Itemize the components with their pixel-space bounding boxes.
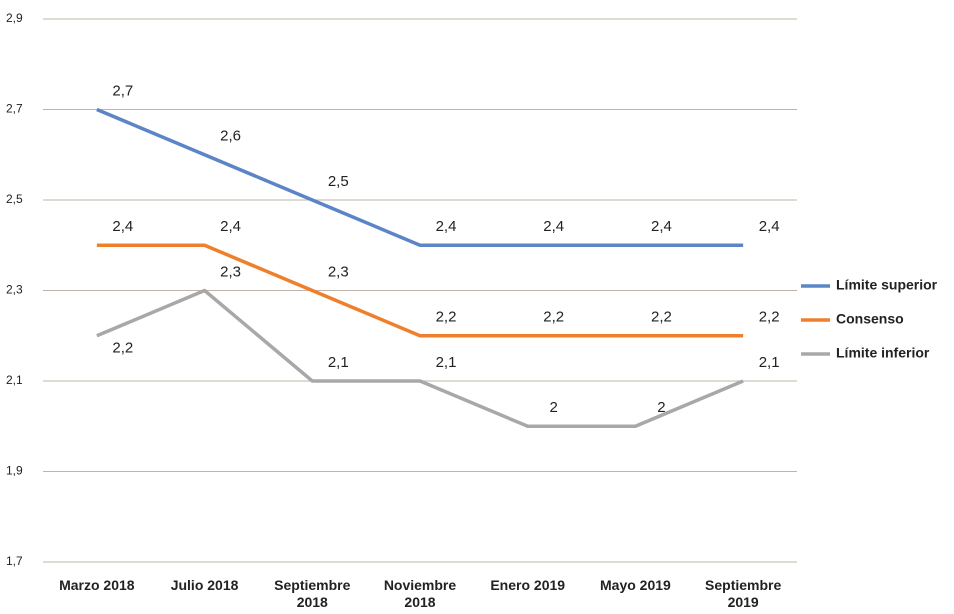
x-tick-label: Septiembre 2018	[274, 577, 351, 610]
legend-label: Límite inferior	[836, 345, 930, 361]
data-label: 2,4	[220, 218, 241, 235]
data-label: 2,2	[543, 309, 564, 326]
data-label: 2,4	[436, 218, 457, 235]
data-label: 2,4	[543, 218, 564, 235]
y-tick-label: 1,9	[6, 464, 23, 478]
y-tick-label: 2,9	[6, 11, 23, 25]
y-tick-label: 2,5	[6, 192, 23, 206]
data-label: 2,1	[436, 354, 457, 371]
x-tick-label: Noviembre 2018	[383, 577, 457, 610]
legend-label: Consenso	[836, 311, 904, 327]
x-tick-label: Julio 2018	[170, 577, 239, 593]
data-label: 2	[550, 399, 558, 416]
data-label: 2	[657, 399, 665, 416]
series-line	[96, 288, 744, 428]
x-tick-label: Mayo 2019	[600, 577, 671, 593]
data-label: 2,2	[651, 309, 672, 326]
y-tick-label: 2,7	[6, 102, 23, 116]
data-label: 2,4	[759, 218, 780, 235]
y-tick-label: 2,3	[6, 283, 23, 297]
data-label: 2,6	[220, 128, 241, 145]
y-tick-label: 2,1	[6, 373, 23, 387]
data-label: 2,4	[651, 218, 672, 235]
x-tick-label: Enero 2019	[490, 577, 566, 593]
data-label: 2,4	[112, 218, 133, 235]
data-label: 2,2	[759, 309, 780, 326]
x-tick-label: Septiembre 2019	[705, 577, 782, 610]
data-label: 2,1	[759, 354, 780, 371]
series-line	[96, 243, 744, 338]
legend-label: Límite superior	[836, 277, 938, 293]
data-label: 2,3	[328, 263, 349, 280]
data-label: 2,2	[112, 340, 133, 357]
data-label: 2,2	[436, 309, 457, 326]
data-label: 2,7	[112, 82, 133, 99]
x-tick-label: Marzo 2018	[59, 577, 135, 593]
data-label: 2,3	[220, 263, 241, 280]
data-label: 2,1	[328, 354, 349, 371]
data-label: 2,5	[328, 173, 349, 190]
y-tick-label: 1,7	[6, 554, 23, 568]
series-line	[96, 107, 744, 247]
